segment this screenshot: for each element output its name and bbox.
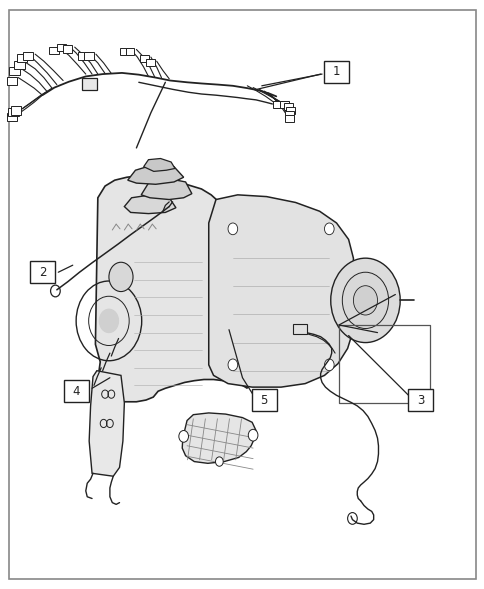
Bar — [14, 61, 25, 70]
Text: 1: 1 — [332, 65, 340, 78]
Bar — [120, 48, 128, 55]
Bar — [8, 108, 19, 116]
Bar — [280, 101, 288, 108]
Bar — [323, 61, 348, 83]
Bar — [84, 52, 94, 60]
Bar — [272, 101, 281, 108]
Polygon shape — [208, 195, 353, 387]
Bar — [82, 78, 97, 91]
Bar — [408, 389, 433, 411]
Bar — [62, 45, 72, 53]
Circle shape — [179, 431, 188, 442]
Bar — [17, 54, 28, 62]
Bar — [146, 59, 154, 67]
FancyBboxPatch shape — [9, 10, 475, 579]
Bar — [284, 104, 292, 110]
Circle shape — [353, 286, 377, 315]
Bar — [63, 380, 89, 402]
Polygon shape — [127, 164, 183, 184]
Circle shape — [227, 359, 237, 370]
Bar — [140, 55, 149, 62]
Bar — [9, 67, 20, 75]
Polygon shape — [124, 195, 176, 214]
Circle shape — [342, 272, 388, 329]
Bar — [7, 77, 17, 85]
Bar — [284, 111, 293, 118]
Text: 5: 5 — [260, 393, 267, 406]
Polygon shape — [182, 413, 256, 464]
Polygon shape — [89, 370, 124, 477]
Circle shape — [215, 457, 223, 466]
Bar — [11, 107, 21, 114]
Circle shape — [227, 223, 237, 234]
Text: 3: 3 — [416, 393, 424, 406]
Bar — [125, 48, 134, 55]
Bar — [292, 324, 306, 335]
Circle shape — [109, 262, 133, 292]
Circle shape — [248, 429, 257, 441]
Bar — [23, 52, 33, 60]
Bar — [57, 44, 66, 51]
Bar — [284, 114, 293, 121]
Bar — [49, 47, 59, 54]
Text: 2: 2 — [39, 266, 46, 279]
Bar — [7, 112, 17, 121]
Polygon shape — [95, 176, 247, 402]
Circle shape — [99, 309, 118, 333]
Circle shape — [324, 359, 333, 370]
Polygon shape — [143, 158, 175, 171]
Circle shape — [330, 258, 399, 343]
Bar — [285, 107, 294, 114]
Bar — [78, 52, 88, 60]
Bar — [251, 389, 276, 411]
Bar — [30, 261, 55, 283]
Circle shape — [324, 223, 333, 234]
Text: 4: 4 — [72, 385, 80, 398]
Polygon shape — [141, 178, 192, 200]
